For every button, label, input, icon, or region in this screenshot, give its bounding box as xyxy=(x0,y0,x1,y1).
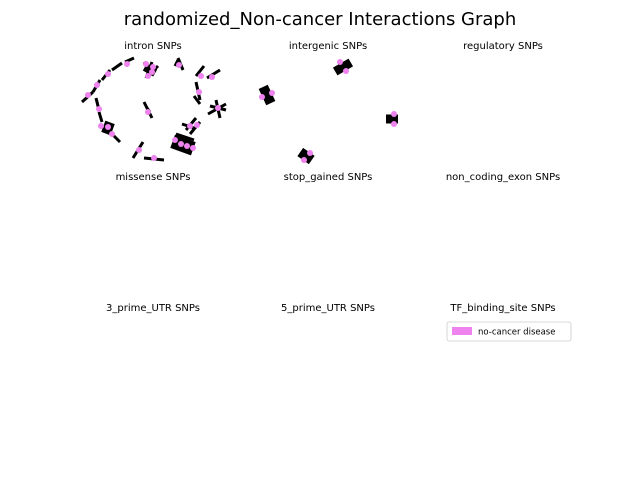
panel-title-non-coding-exon: non_coding_exon SNPs xyxy=(446,172,560,183)
network-node xyxy=(215,105,221,111)
panel-title-intergenic: intergenic SNPs xyxy=(289,41,367,52)
network-edge xyxy=(175,132,195,142)
network-node xyxy=(98,123,104,129)
legend-frame xyxy=(446,321,572,342)
network-node xyxy=(149,69,155,75)
figure-title: randomized_Non-cancer Interactions Graph xyxy=(124,9,517,30)
network-edge xyxy=(194,65,206,77)
network-node xyxy=(105,124,111,130)
legend-patch xyxy=(452,327,472,335)
panel-title-3-prime-utr: 3_prime_UTR SNPs xyxy=(106,303,200,314)
network-node xyxy=(145,73,151,79)
network-edge xyxy=(192,95,202,105)
network-node xyxy=(96,106,102,112)
panel-title-stop-gained: stop_gained SNPs xyxy=(284,172,373,183)
network-node xyxy=(124,61,130,67)
network-node xyxy=(145,109,151,115)
legend-label: no-cancer disease xyxy=(478,328,555,338)
network-node xyxy=(196,89,202,95)
network-node xyxy=(194,122,200,128)
network-edge xyxy=(111,61,123,72)
panel-title-regulatory: regulatory SNPs xyxy=(463,41,543,52)
network-node xyxy=(85,92,91,98)
network-node xyxy=(184,143,190,149)
network-graphs xyxy=(80,56,398,165)
panel-title-missense: missense SNPs xyxy=(116,172,191,183)
network-node xyxy=(150,64,156,70)
network-node xyxy=(259,94,265,100)
network-node xyxy=(190,145,196,151)
network-node xyxy=(105,71,111,77)
network-node xyxy=(301,157,307,163)
network-edge xyxy=(173,59,180,67)
network-edge xyxy=(97,111,104,123)
network-node xyxy=(187,123,193,129)
network-node xyxy=(94,82,100,88)
network-edge-cluster xyxy=(386,114,398,124)
network-edge-cluster xyxy=(332,58,354,76)
network-edge-cluster xyxy=(297,147,315,165)
network-node xyxy=(151,155,157,161)
network-node xyxy=(307,150,313,156)
network-node xyxy=(209,74,215,80)
panel-title-intron: intron SNPs xyxy=(124,41,181,52)
panel-title-tf-binding-site: TF_binding_site SNPs xyxy=(449,303,555,314)
panel-title-5-prime-utr: 5_prime_UTR SNPs xyxy=(281,303,375,314)
legend: no-cancer disease xyxy=(446,321,572,342)
network-node xyxy=(143,61,149,67)
network-node xyxy=(178,141,184,147)
network-node xyxy=(391,111,397,117)
network-node xyxy=(391,121,397,127)
network-node xyxy=(343,68,349,74)
network-node xyxy=(176,62,182,68)
network-edge-cluster xyxy=(258,84,276,106)
network-node xyxy=(269,90,275,96)
network-node xyxy=(109,131,115,137)
network-node xyxy=(172,137,178,143)
network-node xyxy=(136,147,142,153)
network-node xyxy=(337,59,343,65)
network-node xyxy=(198,73,204,79)
